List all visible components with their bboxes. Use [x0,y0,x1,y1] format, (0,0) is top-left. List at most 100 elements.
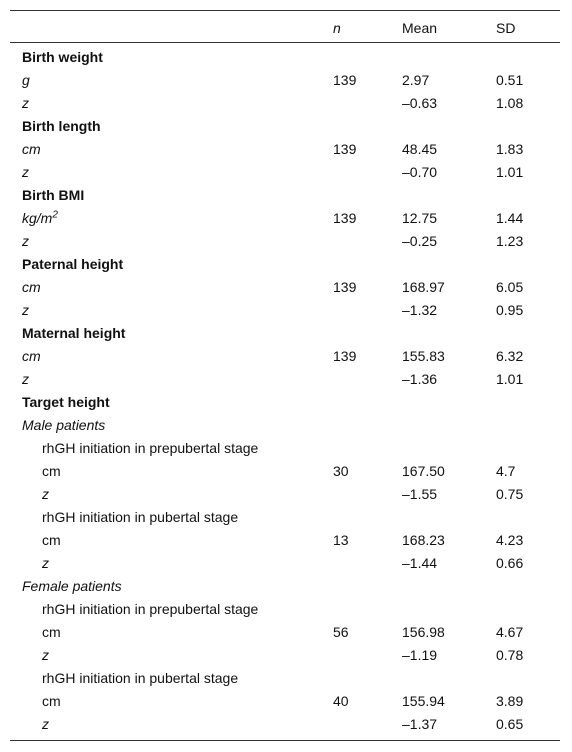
cell-text: Male patients [22,417,106,433]
row-label: Birth weight [22,46,103,69]
cell: –1.32 [402,299,437,322]
cell-text: 0.66 [496,555,524,571]
cell: –0.63 [402,92,437,115]
cell: 4.7 [496,460,515,483]
cell-text: z [22,95,29,111]
cell: 1.44 [496,207,523,230]
cell-text: 12.75 [402,210,438,226]
table-row: Male patients [0,414,572,437]
cell-text: cm [22,141,41,157]
table-row: kg/m2 139 12.75 1.44 [0,207,572,230]
cell-text: 56 [333,624,349,640]
cell: 40 [333,690,349,713]
cell-text: cm [42,624,61,640]
cell-text: –1.55 [402,486,438,502]
cell: 139 [333,276,356,299]
cell-text: –0.70 [402,164,438,180]
row-label: z [42,713,49,736]
cell-text: z [22,302,29,318]
table-row: rhGH initiation in pubertal stage [0,667,572,690]
row-label: z [22,299,29,322]
table-row: Female patients [0,575,572,598]
cell: 1.01 [496,368,523,391]
table-row: cm 139 48.45 1.83 [0,138,572,161]
cell: 48.45 [402,138,437,161]
header-cell: Mean [402,20,438,36]
row-label: z [42,644,49,667]
row-label: cm [22,345,41,368]
cell: 0.51 [496,69,523,92]
cell-text: Birth length [22,118,101,134]
row-label: Maternal height [22,322,125,345]
cell-text: rhGH initiation in prepubertal stage [42,601,259,617]
cell: 0.95 [496,299,523,322]
cell-text: z [42,555,49,571]
row-label: rhGH initiation in prepubertal stage [42,598,258,621]
cell: 0.66 [496,552,523,575]
cell-text: –0.25 [402,233,438,249]
superscript: 2 [52,209,58,221]
table-row: z –1.37 0.65 [0,713,572,736]
cell-text: rhGH initiation in prepubertal stage [42,440,259,456]
cell-text: rhGH initiation in pubertal stage [42,509,239,525]
cell-text: 168.23 [402,532,445,548]
cell-text: 155.83 [402,348,445,364]
cell-text: Birth weight [22,49,103,65]
cell: 56 [333,621,349,644]
table-row: Birth length [0,115,572,138]
cell-text: 168.97 [402,279,445,295]
row-label: rhGH initiation in prepubertal stage [42,437,258,460]
cell: 12.75 [402,207,437,230]
cell: 168.23 [402,529,445,552]
cell: 168.97 [402,276,445,299]
table-row: cm 13 168.23 4.23 [0,529,572,552]
cell-text: z [42,647,49,663]
cell-text: 4.67 [496,624,524,640]
cell-text: 155.94 [402,693,445,709]
table-row: Birth weight [0,46,572,69]
cell-text: 4.23 [496,532,524,548]
cell: 139 [333,345,356,368]
cell-text: –1.44 [402,555,438,571]
table-row: z –0.63 1.08 [0,92,572,115]
cell: 1.01 [496,161,523,184]
table-row: cm 40 155.94 3.89 [0,690,572,713]
table-row: z –1.44 0.66 [0,552,572,575]
cell-text: z [22,164,29,180]
cell-text: 0.65 [496,716,524,732]
table-row: Maternal height [0,322,572,345]
cell-text: –1.36 [402,371,438,387]
cell: 139 [333,207,356,230]
table-row: z –1.19 0.78 [0,644,572,667]
cell: –0.70 [402,161,437,184]
table-row: rhGH initiation in prepubertal stage [0,598,572,621]
cell-text: 139 [333,348,357,364]
table-row: z –0.25 1.23 [0,230,572,253]
table-row: z –1.32 0.95 [0,299,572,322]
cell-text: 6.05 [496,279,524,295]
row-label: Female patients [22,575,122,598]
cell-text: cm [22,279,41,295]
cell: 30 [333,460,349,483]
table-row: g 139 2.97 0.51 [0,69,572,92]
cell-text: –1.37 [402,716,438,732]
cell-text: 139 [333,141,357,157]
cell-text: 2.97 [402,72,430,88]
cell-text: 1.44 [496,210,524,226]
header-rule [10,42,560,43]
row-label: Target height [22,391,110,414]
cell-text: 13 [333,532,349,548]
cell: 167.50 [402,460,445,483]
cell: 0.78 [496,644,523,667]
cell-text: cm [42,532,61,548]
cell-text: Female patients [22,578,122,594]
table-row: Target height [0,391,572,414]
table-row: Birth BMI [0,184,572,207]
cell-text: 139 [333,279,357,295]
row-label: z [22,368,29,391]
cell-text: 1.08 [496,95,524,111]
table-row: z –0.70 1.01 [0,161,572,184]
cell-text: 156.98 [402,624,445,640]
cell-text: kg/m [22,210,53,226]
